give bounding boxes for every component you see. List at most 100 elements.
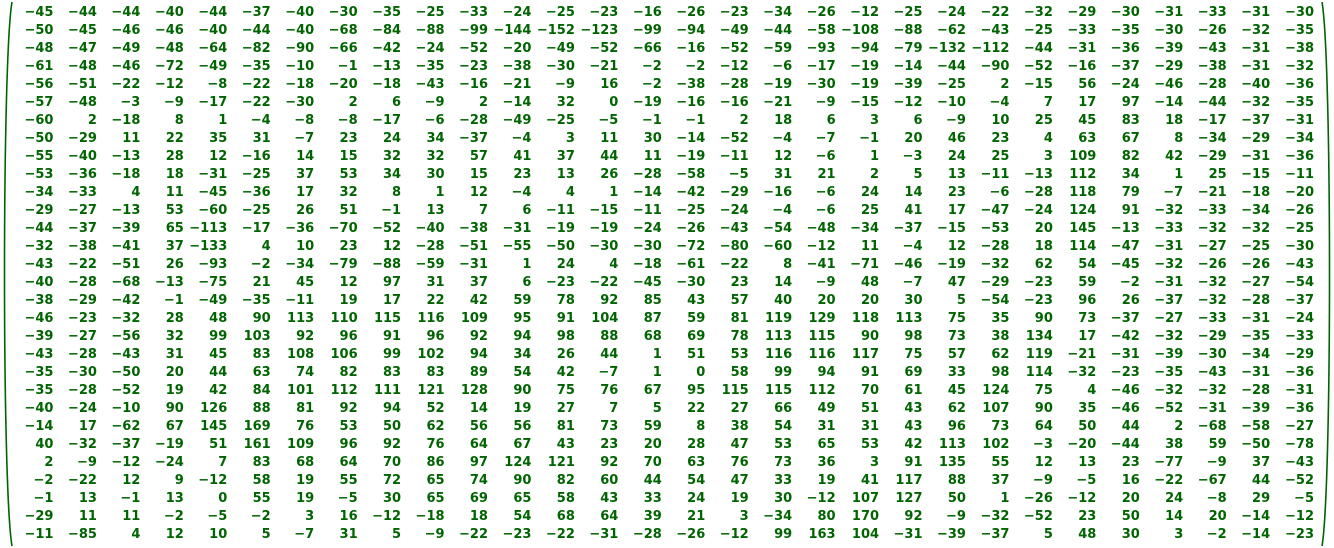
matrix-cell: −80 [719, 239, 749, 254]
matrix-cell: −25 [545, 5, 575, 20]
matrix-cell: −31 [1285, 113, 1314, 128]
matrix-cell: 23 [947, 185, 966, 200]
matrix-cell: 35 [1078, 401, 1097, 416]
matrix-cell: 13 [947, 167, 966, 182]
matrix-row: −35 −28 −52 19 42 84 101 112 111 121 128 90 75 76 67 95… [14, 382, 1318, 400]
matrix-cell: 31 [774, 167, 793, 182]
matrix-cell: −14 [893, 59, 923, 74]
matrix-cell: −26 [1241, 257, 1271, 272]
matrix-cell: 90 [252, 311, 271, 326]
matrix-cell: −22 [459, 527, 488, 542]
matrix-cell: −36 [1285, 77, 1314, 92]
matrix-cell: 98 [904, 329, 923, 344]
matrix-cell: −33 [67, 185, 97, 200]
matrix-cell: 62 [1034, 257, 1053, 272]
matrix-cell: 81 [556, 419, 575, 434]
matrix-cell: −58 [1241, 419, 1271, 434]
matrix-cell: 32 [165, 329, 184, 344]
matrix-cell: 29 [1252, 491, 1271, 506]
matrix-cell: −11 [719, 149, 749, 164]
matrix-cell: 78 [556, 293, 575, 308]
matrix-cell: −38 [1285, 41, 1314, 56]
matrix-cell: −16 [763, 185, 793, 200]
matrix-cell: −30 [328, 5, 358, 20]
matrix-cell: −6 [989, 185, 1010, 200]
matrix-cell: 32 [426, 149, 445, 164]
matrix-cell: 46 [947, 131, 966, 146]
matrix-cell: −26 [806, 5, 836, 20]
matrix-cell: −25 [545, 113, 575, 128]
matrix-cell: 38 [991, 329, 1010, 344]
matrix-cell: 23 [339, 239, 358, 254]
matrix-cell: 30 [426, 167, 445, 182]
matrix-cell: −17 [241, 221, 271, 236]
matrix-cell: 43 [556, 437, 575, 452]
matrix-cell: −24 [1023, 203, 1053, 218]
matrix-cell: 21 [252, 275, 271, 290]
matrix-cell: 8 [783, 257, 793, 272]
matrix-cell: −11 [632, 203, 662, 218]
matrix-cell: 64 [339, 455, 358, 470]
matrix-cell: 54 [513, 365, 532, 380]
matrix-cell: −46 [24, 311, 54, 326]
matrix-cell: −37 [893, 221, 923, 236]
matrix-cell: 17 [1078, 95, 1097, 110]
matrix-cell: 17 [1078, 329, 1097, 344]
matrix-cell: 7 [218, 455, 228, 470]
matrix-cell: 28 [165, 149, 184, 164]
matrix-cell: −30 [676, 275, 706, 290]
matrix-cell: 3 [870, 113, 880, 128]
matrix-cell: 43 [904, 401, 923, 416]
matrix-cell: 11 [860, 239, 880, 254]
matrix-cell: −14 [502, 95, 532, 110]
matrix-cell: 84 [252, 383, 271, 398]
matrix-cell: 13 [556, 167, 575, 182]
matrix-cell: −44 [111, 5, 141, 20]
matrix-cell: 63 [1078, 131, 1097, 146]
matrix-cell: −30 [285, 95, 315, 110]
matrix-cell: −23 [1023, 293, 1053, 308]
matrix-cell: 97 [469, 455, 488, 470]
matrix-cell: 113 [287, 311, 315, 326]
matrix-cell: 83 [1121, 113, 1140, 128]
matrix-cell: 0 [218, 491, 228, 506]
matrix-cell: 0 [696, 365, 706, 380]
matrix-cell: −22 [980, 5, 1010, 20]
matrix-cell: 89 [469, 365, 488, 380]
matrix-cell: 38 [1165, 437, 1184, 452]
matrix-cell: 92 [904, 509, 923, 524]
matrix-cell: 51 [687, 347, 706, 362]
matrix-cell: 42 [556, 365, 575, 380]
matrix-cell: −26 [676, 527, 706, 542]
matrix-cell: 14 [774, 275, 793, 290]
matrix-cell: −26 [676, 221, 706, 236]
matrix-cell: 34 [382, 167, 402, 182]
matrix-cell: −2 [685, 59, 706, 74]
matrix-cell: 47 [730, 473, 749, 488]
matrix-cell: 53 [339, 419, 358, 434]
matrix-cell: −32 [1154, 383, 1184, 398]
matrix-cell: −17 [806, 59, 836, 74]
matrix-row: −2 −22 12 9 −12 58 19 55 72 65 74 90 82 60 44 54 47 33 19 4… [14, 472, 1318, 490]
matrix-cell: 94 [382, 401, 402, 416]
matrix-cell: −123 [580, 23, 619, 38]
matrix-cell: 20 [817, 293, 836, 308]
matrix-cell: −25 [936, 77, 966, 92]
matrix-cell: 145 [200, 419, 228, 434]
matrix-cell: −49 [198, 293, 228, 308]
matrix-cell: 73 [1078, 311, 1097, 326]
matrix-cell: −38 [1197, 59, 1227, 74]
matrix-cell: 21 [687, 509, 706, 524]
matrix-cell: −49 [545, 41, 575, 56]
matrix-cell: 37 [1252, 455, 1271, 470]
matrix-cell: 6 [392, 95, 402, 110]
matrix-cell: −4 [772, 203, 793, 218]
matrix-cell: 53 [730, 347, 749, 362]
matrix-cell: 58 [730, 365, 749, 380]
matrix-cell: 57 [730, 293, 749, 308]
matrix-cell: 14 [904, 185, 923, 200]
matrix-cell: 7 [609, 401, 619, 416]
matrix-row: −43 −22 −51 26 −93 −2 −34 −79 −88 −59 −31 1 24 4 −18 −6… [14, 256, 1318, 274]
matrix-cell: 82 [556, 473, 575, 488]
matrix-cell: −19 [589, 221, 619, 236]
